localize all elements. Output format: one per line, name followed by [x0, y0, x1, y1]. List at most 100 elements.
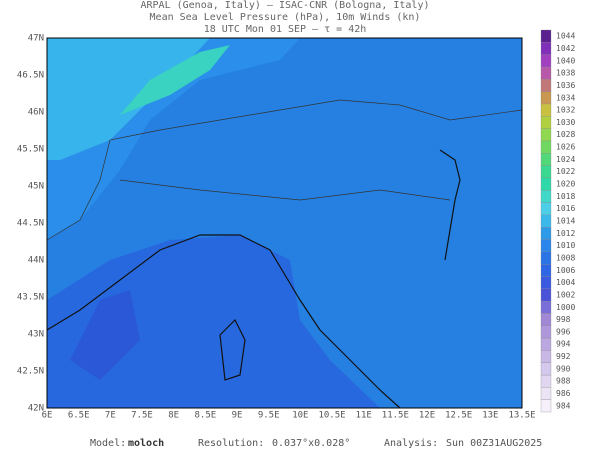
colorbar-label: 1024: [556, 155, 575, 164]
field: [47, 235, 380, 408]
lat-label: 46N: [28, 108, 44, 118]
colorbar-label: 1002: [556, 290, 575, 299]
colorbar-swatch: [540, 239, 552, 252]
colorbar-swatch: [540, 177, 552, 191]
colorbar-label: 1004: [556, 278, 575, 287]
lat-label: 43.5N: [17, 293, 44, 303]
colorbar-swatch: [540, 263, 552, 277]
footer-value: moloch: [128, 438, 164, 449]
colorbar-label: 1012: [556, 229, 575, 238]
colorbar-swatch: [540, 214, 552, 228]
lon-label: 8.5E: [194, 411, 216, 421]
border: [119, 179, 451, 201]
lat-label: 45N: [28, 182, 44, 192]
colorbar-label: 1040: [556, 56, 575, 65]
lat-label: 44N: [28, 256, 44, 266]
coastline: [219, 318, 246, 381]
colorbar-label: 1034: [556, 93, 575, 102]
lat-label: 42.5N: [17, 367, 44, 377]
colorbar-label: 992: [556, 352, 571, 361]
colorbar-swatch: [540, 54, 552, 68]
coastline: [439, 149, 461, 261]
colorbar-swatch: [540, 337, 552, 351]
colorbar-swatch: [540, 42, 552, 55]
colorbar-swatch: [540, 128, 552, 142]
colorbar-label: 996: [556, 327, 571, 336]
colorbar-swatch: [540, 288, 552, 302]
lon-label: 12.5E: [445, 411, 472, 421]
lon-label: 10E: [292, 411, 308, 421]
colorbar-swatch: [540, 29, 552, 43]
colorbar-swatch: [540, 66, 552, 80]
lon-label: 11.5E: [382, 411, 409, 421]
colorbar-swatch: [540, 202, 552, 215]
lat-label: 47N: [28, 34, 44, 44]
lon-label: 7.5E: [131, 411, 153, 421]
colorbar-swatch: [540, 325, 552, 339]
colorbar-swatch: [540, 251, 552, 265]
lon-label: 8E: [168, 411, 179, 421]
lon-label: 9.5E: [258, 411, 280, 421]
lon-label: 13.5E: [508, 411, 535, 421]
footer-label: Model:: [90, 438, 126, 449]
colorbar-label: 1044: [556, 32, 575, 41]
footer-label: Resolution:: [198, 438, 264, 449]
lon-label: 6E: [42, 411, 53, 421]
colorbar-label: 994: [556, 340, 571, 349]
colorbar-swatch: [540, 116, 552, 129]
colorbar-swatch: [540, 153, 552, 166]
lon-label: 6.5E: [68, 411, 90, 421]
colorbar-swatch: [540, 387, 552, 400]
lat-label: 42N: [28, 404, 44, 414]
colorbar-swatch: [540, 350, 552, 363]
colorbar-label: 1022: [556, 167, 575, 176]
colorbar-label: 1026: [556, 143, 575, 152]
colorbar-swatch: [540, 399, 552, 413]
colorbar-swatch: [540, 165, 552, 179]
lat-label: 46.5N: [17, 71, 44, 81]
footer-label: Analysis:: [384, 438, 438, 449]
colorbar-label: 1010: [556, 241, 575, 250]
colorbar-label: 1036: [556, 81, 575, 90]
colorbar-swatch: [540, 140, 552, 154]
colorbar-label: 998: [556, 315, 571, 324]
colorbar-label: 1000: [556, 303, 575, 312]
colorbar-swatch: [540, 362, 552, 376]
colorbar-label: 1030: [556, 118, 575, 127]
colorbar-label: 1042: [556, 44, 575, 53]
colorbar-label: 1014: [556, 217, 575, 226]
header-line: 18 UTC Mon 01 SEP — τ = 42h: [204, 24, 367, 35]
colorbar-swatch: [540, 300, 552, 314]
lat-label: 43N: [28, 330, 44, 340]
lon-label: 9E: [232, 411, 243, 421]
colorbar-label: 990: [556, 364, 571, 373]
colorbar-label: 1020: [556, 180, 575, 189]
colorbar-label: 1018: [556, 192, 575, 201]
colorbar-swatch: [540, 374, 552, 388]
field: [120, 45, 230, 115]
colorbar-label: 986: [556, 389, 571, 398]
map-frame: [46, 37, 523, 409]
colorbar-label: 988: [556, 377, 571, 386]
header-line: ARPAL (Genoa, Italy) — ISAC-CNR (Bologna…: [141, 0, 430, 11]
lon-label: 7E: [105, 411, 116, 421]
field: [70, 290, 140, 380]
header-line: Mean Sea Level Pressure (hPa), 10m Winds…: [150, 12, 421, 23]
lon-label: 10.5E: [318, 411, 345, 421]
lon-label: 13E: [482, 411, 498, 421]
colorbar-label: 984: [556, 401, 571, 410]
colorbar-label: 1038: [556, 69, 575, 78]
lat-label: 45.5N: [17, 145, 44, 155]
border: [46, 99, 523, 241]
colorbar-swatch: [540, 276, 552, 289]
colorbar-label: 1032: [556, 106, 575, 115]
colorbar-label: 1016: [556, 204, 575, 213]
colorbar-label: 1006: [556, 266, 575, 275]
colorbar-swatch: [540, 91, 552, 105]
colorbar-label: 1008: [556, 253, 575, 262]
colorbar-swatch: [540, 227, 552, 240]
footer-value: 0.037°x0.028°: [272, 438, 350, 449]
coastline: [46, 234, 401, 409]
colorbar-label: 1028: [556, 130, 575, 139]
